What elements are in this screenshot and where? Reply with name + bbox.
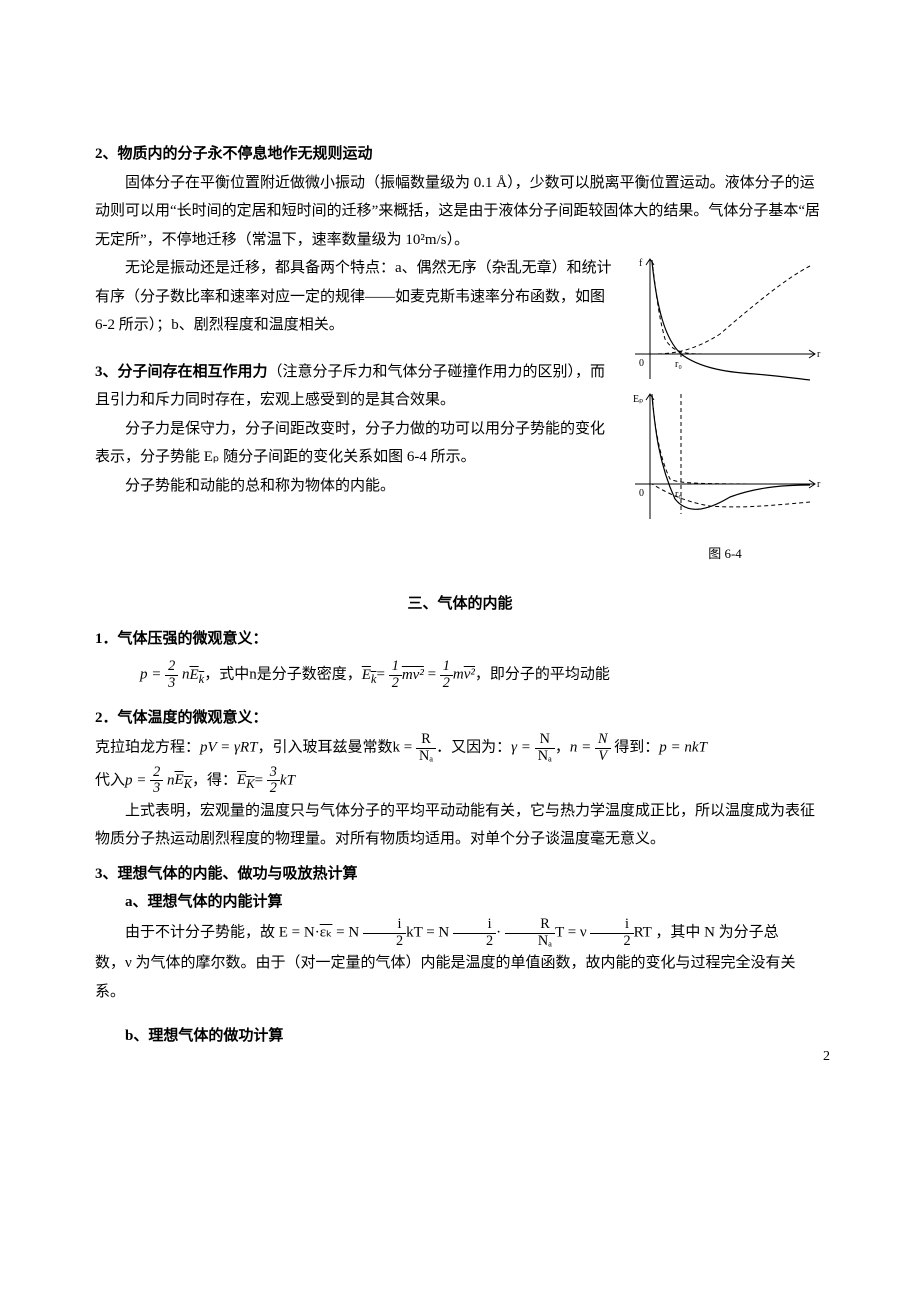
section-2-title: 2、物质内的分子永不停息地作无规则运动: [95, 140, 825, 169]
gas-substitute: 代入p = 23 nEK，得：EK= 32kT: [95, 765, 825, 797]
figure-6-4-svg: f r 0 r₀ Eₚ r 0 r₀: [625, 254, 825, 529]
svg-text:r₀: r₀: [675, 359, 682, 370]
svg-text:0: 0: [639, 488, 644, 499]
svg-text:0: 0: [639, 358, 644, 369]
gas-sub-3: 3、理想气体的内能、做功与吸放热计算: [95, 860, 825, 889]
formula-pressure: p = 23 nEk，式中n是分子数密度，Ek= 12mv² = 12mv²，即…: [95, 659, 825, 691]
gas-sub-3b: b、理想气体的做功计算: [95, 1022, 825, 1051]
gas-clapeyron: 克拉珀龙方程：pV = γRT，引入玻耳兹曼常数k = RNₐ．又因为：γ = …: [95, 732, 825, 764]
svg-text:Eₚ: Eₚ: [633, 394, 643, 405]
gas-internal-energy-2: 数，ν 为气体的摩尔数。由于（对一定量的气体）内能是温度的单值函数，故内能的变化…: [95, 949, 825, 1006]
gas-sub-3a: a、理想气体的内能计算: [95, 888, 825, 917]
section-3-title: 3、分子间存在相互作用力: [95, 364, 268, 380]
svg-text:r: r: [817, 479, 821, 490]
page-number: 2: [823, 1044, 830, 1071]
gas-sub-2: 2．气体温度的微观意义：: [95, 704, 825, 733]
figure-6-4: f r 0 r₀ Eₚ r 0 r₀ 图 6-4: [625, 254, 825, 566]
gas-heading: 三、气体的内能: [95, 590, 825, 619]
figure-caption: 图 6-4: [625, 542, 825, 567]
gas-internal-energy: 由于不计分子势能，故 E = N·εₖ = N i2kT = N i2· RNₐ…: [95, 917, 825, 949]
svg-text:r: r: [817, 349, 821, 360]
section-2-para-1: 固体分子在平衡位置附近做微小振动（振幅数量级为 0.1 Å），少数可以脱离平衡位…: [95, 169, 825, 255]
gas-temp-meaning: 上式表明，宏观量的温度只与气体分子的平均平动动能有关，它与热力学温度成正比，所以…: [95, 797, 825, 854]
gas-sub-1: 1．气体压强的微观意义：: [95, 625, 825, 654]
svg-text:r₀: r₀: [675, 489, 682, 500]
svg-text:f: f: [639, 258, 643, 269]
